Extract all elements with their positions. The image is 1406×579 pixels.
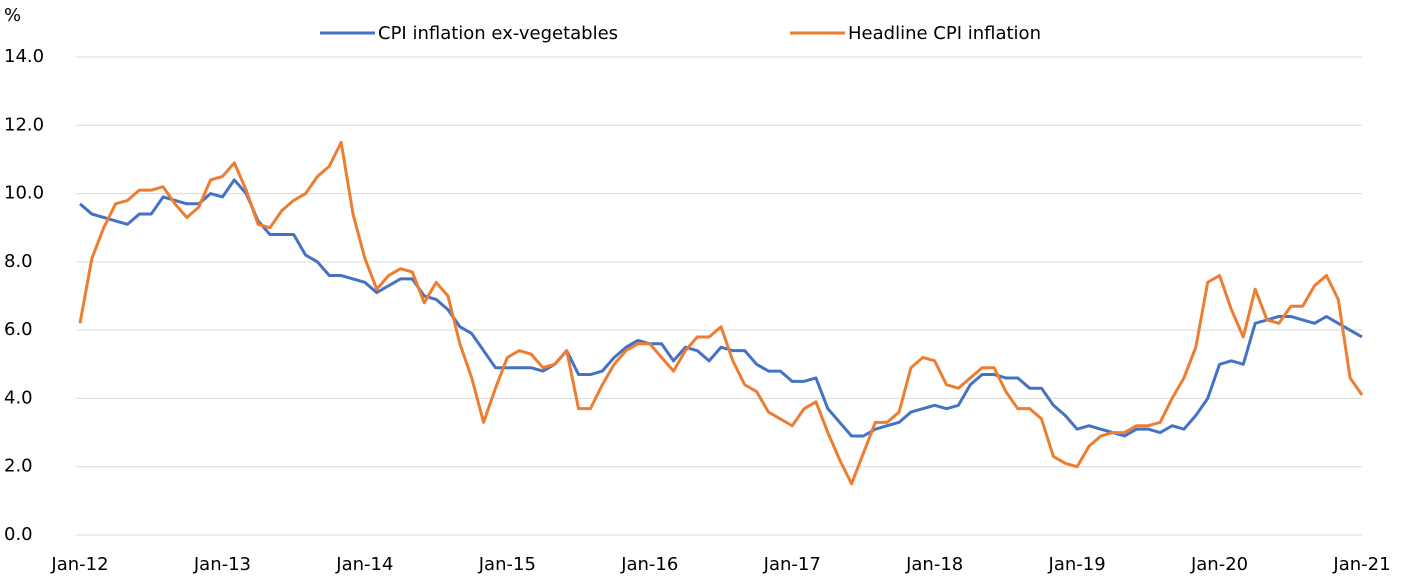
x-tick-label: Jan-16	[620, 554, 678, 575]
legend-label: CPI inflation ex-vegetables	[378, 23, 618, 44]
x-tick-label: Jan-21	[1332, 554, 1390, 575]
series-line	[79, 178, 1363, 438]
series-line	[78, 140, 1364, 486]
y-tick-label: 6.0	[4, 319, 33, 340]
x-tick-label: Jan-19	[1048, 554, 1106, 575]
y-tick-label: 0.0	[4, 524, 33, 545]
y-tick-label: 4.0	[4, 387, 33, 408]
y-tick-label: 12.0	[4, 114, 44, 135]
x-tick-label: Jan-13	[193, 554, 251, 575]
x-tick-label: Jan-14	[335, 554, 393, 575]
y-tick-label: 2.0	[4, 456, 33, 477]
y-axis-label: %	[4, 5, 21, 26]
x-tick-label: Jan-17	[763, 554, 821, 575]
legend-label: Headline CPI inflation	[848, 23, 1041, 44]
x-tick-label: Jan-18	[905, 554, 963, 575]
x-tick-label: Jan-20	[1190, 554, 1248, 575]
x-tick-label: Jan-15	[478, 554, 536, 575]
y-tick-label: 14.0	[4, 46, 44, 67]
y-tick-label: 10.0	[4, 183, 44, 204]
y-tick-label: 8.0	[4, 251, 33, 272]
x-tick-label: Jan-12	[50, 554, 108, 575]
